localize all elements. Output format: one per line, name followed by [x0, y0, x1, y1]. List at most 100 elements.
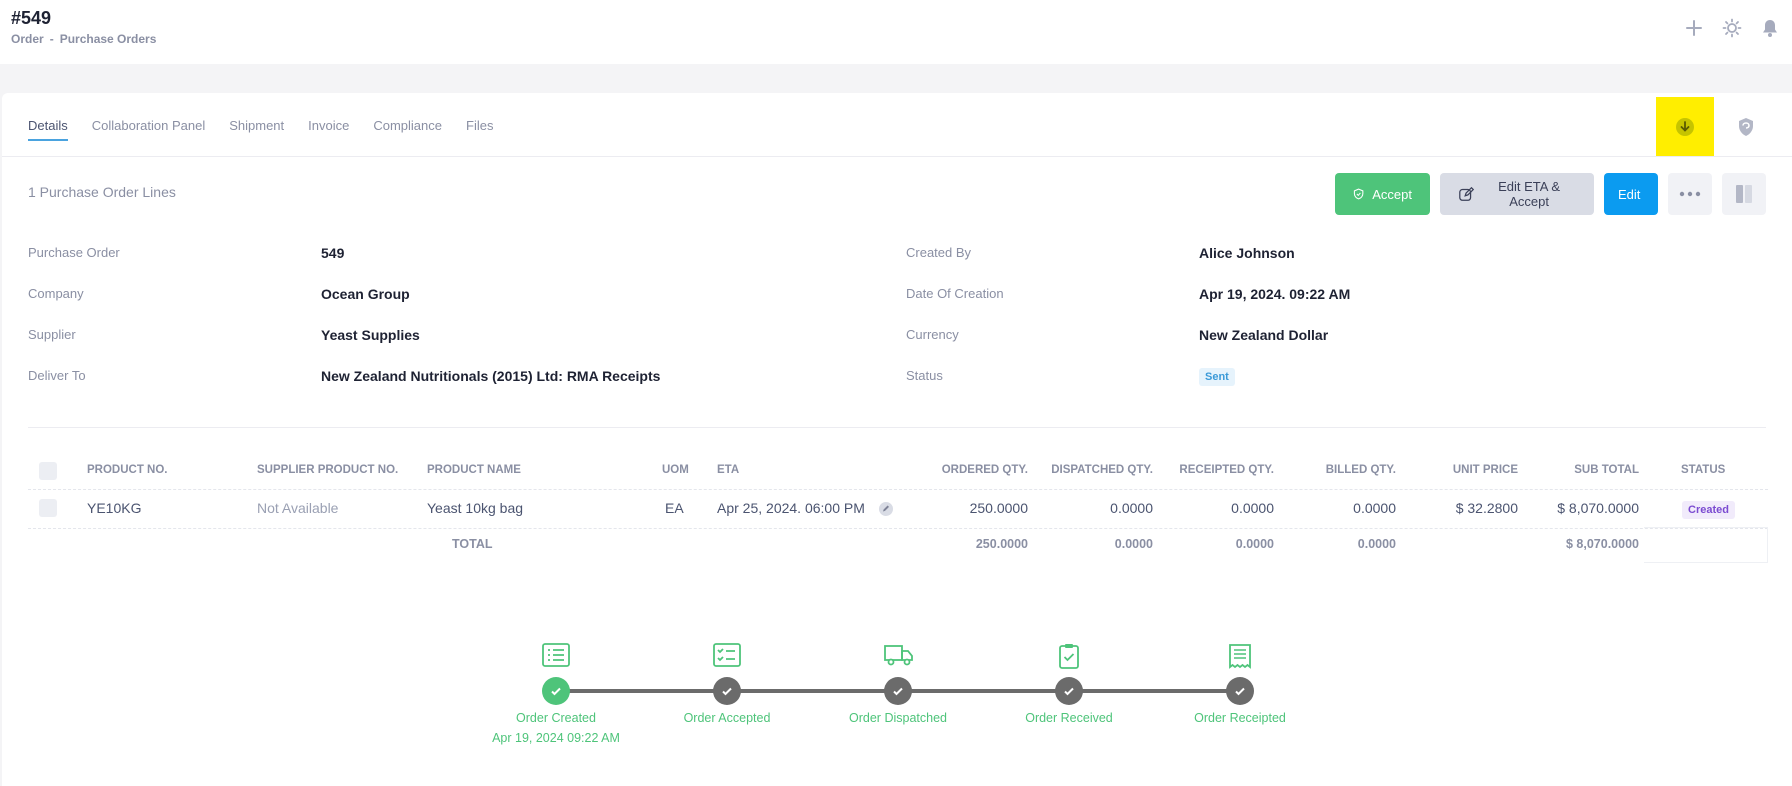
company-value: Ocean Group — [321, 286, 410, 302]
col-supplier-product-no[interactable]: SUPPLIER PRODUCT NO. — [257, 464, 399, 476]
date-of-creation-label: Date Of Creation — [906, 286, 1004, 301]
col-dispatched-qty[interactable]: DISPATCHED QTY. — [1051, 464, 1153, 476]
cell-ordered-qty: 250.0000 — [969, 500, 1028, 516]
total-sub-total: $ 8,070.0000 — [1566, 537, 1639, 551]
tab-collaboration-panel[interactable]: Collaboration Panel — [91, 117, 206, 133]
tab-shipment[interactable]: Shipment — [229, 117, 285, 133]
total-receipted-qty: 0.0000 — [1235, 537, 1274, 551]
col-billed-qty[interactable]: BILLED QTY. — [1325, 464, 1396, 476]
tab-files[interactable]: Files — [466, 117, 494, 133]
cell-product-no: YE10KG — [87, 500, 142, 516]
panel-layout-icon — [1736, 185, 1752, 203]
top-header: #549 Order - Purchase Orders — [0, 0, 1792, 64]
step-label: Order Received — [1025, 711, 1113, 725]
step-dot — [884, 677, 912, 705]
checklist-icon — [713, 643, 741, 669]
cell-product-name: Yeast 10kg bag — [427, 500, 524, 516]
row-status-badge: Created — [1682, 501, 1735, 519]
created-by-value: Alice Johnson — [1199, 245, 1295, 261]
download-button[interactable] — [1656, 97, 1714, 157]
col-status[interactable]: STATUS — [1681, 464, 1726, 476]
cell-receipted-qty: 0.0000 — [1231, 500, 1274, 516]
purchase-order-lines-count: 1 Purchase Order Lines — [28, 184, 176, 200]
shield-check-icon — [1353, 188, 1364, 200]
bell-icon[interactable] — [1758, 16, 1782, 40]
col-product-name[interactable]: PRODUCT NAME — [427, 464, 521, 476]
col-product-no[interactable]: PRODUCT NO. — [87, 464, 168, 476]
cell-supplier-product-no: Not Available — [257, 500, 339, 516]
edit-button[interactable]: Edit — [1604, 173, 1658, 215]
cell-billed-qty: 0.0000 — [1353, 500, 1396, 516]
col-ordered-qty[interactable]: ORDERED QTY. — [941, 464, 1028, 476]
cell-sub-total: $ 8,070.0000 — [1557, 500, 1639, 516]
col-receipted-qty[interactable]: RECEIPTED QTY. — [1179, 464, 1274, 476]
deliver-to-value: New Zealand Nutritionals (2015) Ltd: RMA… — [321, 368, 661, 384]
step-label: Order Receipted — [1194, 711, 1286, 725]
step-label: Order Accepted — [683, 711, 771, 725]
step-label: Order Created — [516, 711, 596, 725]
list-icon — [542, 643, 570, 669]
total-dispatched-qty: 0.0000 — [1114, 537, 1153, 551]
header-icons — [1682, 16, 1782, 40]
header-row-divider — [28, 489, 1768, 490]
section-divider — [28, 427, 1766, 428]
date-of-creation-value: Apr 19, 2024. 09:22 AM — [1199, 286, 1351, 302]
check-icon — [893, 687, 903, 696]
shield-icon[interactable] — [1734, 115, 1758, 139]
tab-compliance[interactable]: Compliance — [373, 117, 442, 133]
company-label: Company — [28, 286, 84, 301]
total-status-cell — [1644, 527, 1768, 563]
step-dot — [1055, 677, 1083, 705]
total-billed-qty: 0.0000 — [1357, 537, 1396, 551]
truck-icon — [884, 643, 913, 669]
tab-divider — [2, 156, 1792, 157]
edit-label: Edit — [1618, 186, 1641, 202]
tab-bar: Details Collaboration Panel Shipment Inv… — [28, 93, 493, 157]
col-eta[interactable]: ETA — [717, 464, 740, 476]
row-checkbox[interactable] — [39, 499, 57, 517]
purchase-order-label: Purchase Order — [28, 245, 120, 260]
plus-icon[interactable] — [1682, 16, 1706, 40]
more-options-button[interactable] — [1668, 173, 1712, 215]
supplier-value: Yeast Supplies — [321, 327, 420, 343]
sun-icon[interactable] — [1720, 16, 1744, 40]
edit-eta-accept-label: Edit ETA & Accept — [1498, 179, 1561, 209]
check-icon — [722, 687, 732, 696]
row-divider — [28, 528, 1768, 529]
total-label: TOTAL — [452, 537, 493, 551]
page-title: #549 — [11, 8, 52, 28]
tab-actions — [1656, 97, 1758, 157]
cell-eta: Apr 25, 2024. 06:00 PM — [717, 500, 865, 516]
status-badge: Sent — [1199, 368, 1235, 386]
currency-value: New Zealand Dollar — [1199, 327, 1329, 343]
col-uom[interactable]: UOM — [662, 464, 689, 476]
step-dot — [1226, 677, 1254, 705]
order-detail-card: Details Collaboration Panel Shipment Inv… — [2, 93, 1792, 786]
tab-invoice[interactable]: Invoice — [308, 117, 350, 133]
check-icon — [1235, 687, 1245, 696]
accept-button[interactable]: Accept — [1335, 173, 1430, 215]
breadcrumb-purchase-orders[interactable]: Purchase Orders — [59, 32, 157, 46]
select-all-checkbox[interactable] — [39, 462, 57, 480]
status-label: Status — [906, 368, 943, 383]
created-by-label: Created By — [906, 245, 972, 260]
accept-label: Accept — [1372, 186, 1412, 202]
supplier-label: Supplier — [28, 327, 76, 342]
step-dot — [542, 677, 570, 705]
breadcrumb-order[interactable]: Order — [11, 32, 44, 46]
breadcrumb: Order - Purchase Orders — [11, 32, 156, 46]
cell-unit-price: $ 32.2800 — [1455, 500, 1518, 516]
col-sub-total[interactable]: SUB TOTAL — [1574, 464, 1639, 476]
step-dot — [713, 677, 741, 705]
clipboard-check-icon — [1055, 643, 1083, 669]
col-unit-price[interactable]: UNIT PRICE — [1452, 464, 1518, 476]
tab-details[interactable]: Details — [28, 93, 68, 157]
receipt-icon — [1226, 643, 1254, 669]
check-icon — [551, 687, 561, 696]
layout-toggle-button[interactable] — [1722, 173, 1766, 215]
edit-eta-accept-button[interactable]: Edit ETA & Accept — [1440, 173, 1594, 215]
currency-label: Currency — [906, 327, 959, 342]
edit-eta-icon[interactable] — [878, 501, 894, 517]
step-label: Order Dispatched — [849, 711, 947, 725]
action-bar: Accept Edit ETA & Accept Edit — [1335, 173, 1766, 215]
